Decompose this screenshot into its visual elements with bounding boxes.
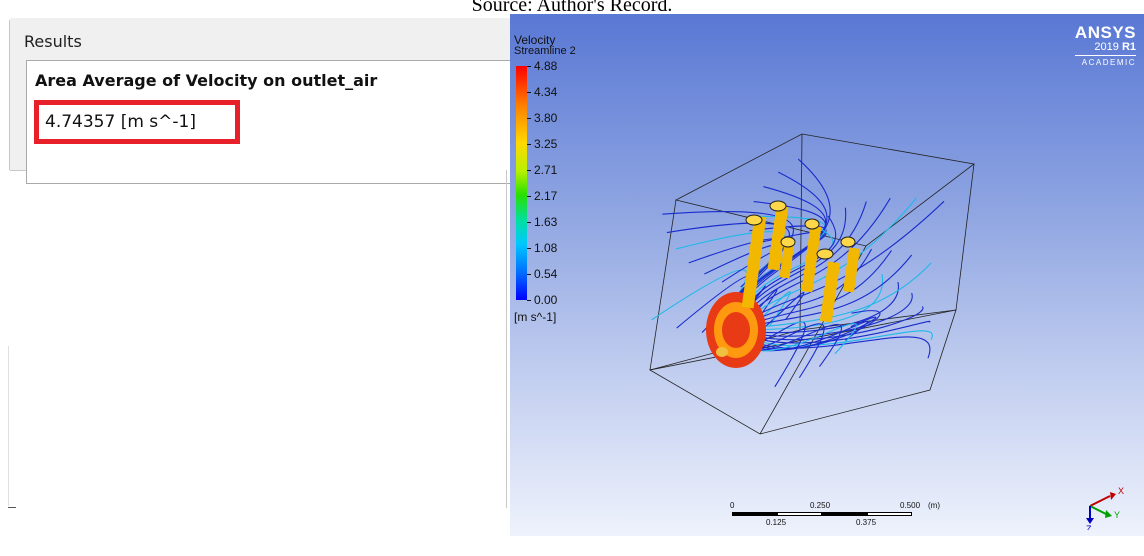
legend-tick-mark [527,118,531,119]
legend-tick-label: 1.63 [534,215,558,229]
legend-tick-label: 3.80 [534,111,558,125]
figure-caption: Source: Author's Record. [471,0,673,16]
axis-x-label: X [1118,486,1124,496]
axis-triad[interactable]: X Y Z [1076,470,1126,530]
legend-tick-mark [527,144,531,145]
legend-tick-label: 0.54 [534,267,558,281]
legend-tick-mark [527,196,531,197]
legend-tick-label: 2.17 [534,189,558,203]
length-scale: 0 0.250 0.500 (m) 0.125 0.375 [730,500,940,527]
logo-edition: ACADEMIC [1081,58,1136,67]
streamline-model[interactable] [510,14,1144,536]
legend-tick-mark [527,66,531,67]
legend-tick-mark [527,248,531,249]
scale-label-0: 0 [730,501,735,510]
results-panel: Results Area Average of Velocity on outl… [10,18,511,184]
legend-tick-label: 4.88 [534,59,558,73]
legend-tick-label: 3.25 [534,137,558,151]
velocity-colorbar [516,66,527,300]
pane-edge [8,346,9,506]
legend-tick-label: 1.08 [534,241,558,255]
legend-tick-label: 0.00 [534,293,558,307]
results-header: Results [24,32,82,51]
ansys-logo: ANSYS 2019 R1 ACADEMIC [1074,23,1136,67]
legend-unit: [m s^-1] [514,310,557,324]
pane-divider[interactable] [506,170,507,508]
3d-viewport[interactable]: Velocity Streamline 2 4.88 4.34 3.80 3.25 2.… [510,14,1144,536]
axis-z-label: Z [1086,524,1092,530]
highlighted-result-value: 4.74357 [m s^-1] [34,100,240,144]
logo-name: ANSYS [1074,23,1136,42]
scale-label-125: 0.125 [766,518,787,527]
scale-label-250: 0.250 [810,501,831,510]
legend-tick-mark [527,92,531,93]
streamlines [651,158,945,388]
logo-release: 2019 R1 [1074,41,1136,56]
legend-tick-mark [527,300,531,301]
scale-label-500: 0.500 [900,501,921,510]
inlet-disk [706,292,766,368]
cylinders [741,200,861,323]
scale-unit: (m) [928,501,940,510]
result-title: Area Average of Velocity on outlet_air [35,71,378,90]
minimize-mark [8,507,16,508]
scale-label-375: 0.375 [856,518,877,527]
legend-tick-label: 2.71 [534,163,558,177]
legend-tick-mark [527,274,531,275]
legend-subtitle: Streamline 2 [514,45,576,57]
legend-tick-mark [527,222,531,223]
logo-release-tag: R1 [1121,41,1136,53]
result-value: 4.74357 [m s^-1] [45,112,196,132]
legend-tick-mark [527,170,531,171]
legend-tick-label: 4.34 [534,85,558,99]
axis-y-label: Y [1114,510,1120,520]
logo-release-year: 2019 [1094,41,1119,53]
legend-title: Velocity [514,33,556,47]
pane-border [9,20,10,170]
